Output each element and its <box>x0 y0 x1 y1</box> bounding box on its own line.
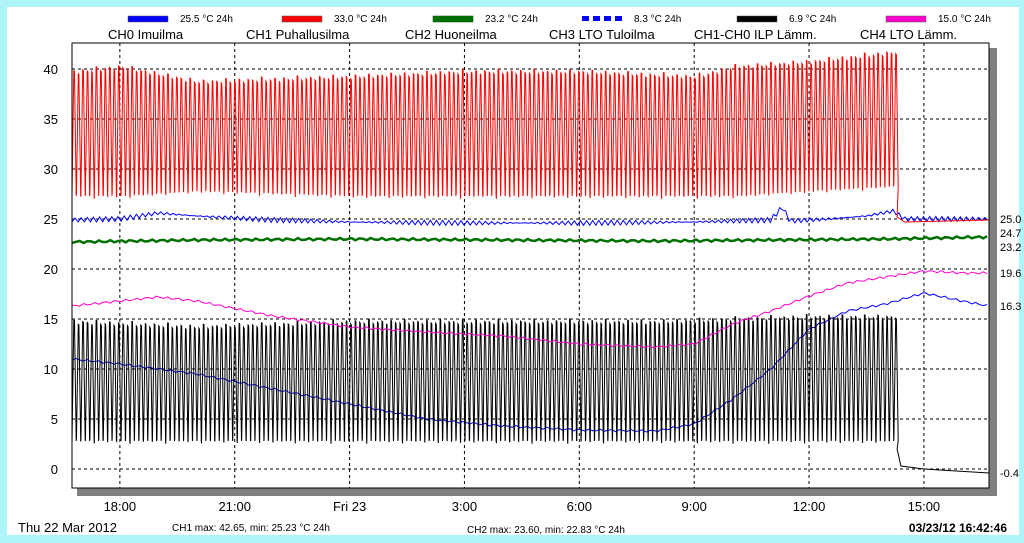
legend-swatch-3 <box>604 16 611 21</box>
y-tick-label: 15 <box>44 312 58 327</box>
series-line-1 <box>71 51 990 223</box>
legend-name-5: CH4 LTO Lämm. <box>860 27 957 42</box>
legend-swatch-3 <box>582 16 589 21</box>
plot-shadow-bottom <box>77 488 997 496</box>
x-tick-label: 15:00 <box>908 499 941 514</box>
legend-value-5: 15.0 °C 24h <box>938 14 991 25</box>
series-line-4 <box>71 314 990 474</box>
y-tick-label: 30 <box>44 162 58 177</box>
footer-timestamp: 03/23/12 16:42:46 <box>909 521 1007 535</box>
right-value-label: -0.4 <box>1000 468 1019 480</box>
legend-name-1: CH1 Puhallusilma <box>246 27 350 42</box>
y-tick-label: 20 <box>44 262 58 277</box>
right-value-label: 24.7 <box>1000 228 1021 240</box>
legend-swatch-1 <box>281 15 323 23</box>
x-tick-label: 18:00 <box>104 499 137 514</box>
legend-swatch-5 <box>885 15 927 23</box>
legend-name-0: CH0 Imuilma <box>108 27 184 42</box>
legend-value-1: 33.0 °C 24h <box>334 14 387 25</box>
right-value-label: 16.3 <box>1000 301 1021 313</box>
legend-value-4: 6.9 °C 24h <box>789 14 836 25</box>
plot-area-border <box>71 42 990 489</box>
legend-name-3: CH3 LTO Tuloilma <box>549 27 655 42</box>
y-tick-label: 5 <box>51 412 58 427</box>
legend-swatch-3 <box>593 16 600 21</box>
series-line-5 <box>71 269 988 349</box>
y-tick-label: 35 <box>44 112 58 127</box>
y-tick-label: 10 <box>44 362 58 377</box>
legend-swatch-0 <box>127 15 169 23</box>
x-tick-label: 3:00 <box>452 499 477 514</box>
y-tick-label: 25 <box>44 212 58 227</box>
legend-swatch-4 <box>736 15 778 23</box>
legend-value-0: 25.5 °C 24h <box>180 14 233 25</box>
footer-date: Thu 22 Mar 2012 <box>18 520 117 535</box>
right-value-label: 25.0 <box>1000 214 1021 226</box>
y-tick-label: 40 <box>44 62 58 77</box>
legend-value-2: 23.2 °C 24h <box>485 14 538 25</box>
right-value-label: 23.2 <box>1000 242 1021 254</box>
legend-value-3: 8.3 °C 24h <box>634 14 681 25</box>
legend-swatch-2 <box>432 15 474 23</box>
footer-ch2-stats: CH2 max: 23.60, min: 22.83 °C 24h <box>467 525 625 536</box>
legend-swatch-3 <box>615 16 622 21</box>
x-tick-label: Fri 23 <box>333 499 366 514</box>
footer-ch1-stats: CH1 max: 42.65, min: 25.23 °C 24h <box>172 523 330 534</box>
x-tick-label: 9:00 <box>682 499 707 514</box>
series-line-2 <box>71 234 988 245</box>
x-tick-label: 6:00 <box>567 499 592 514</box>
right-value-label: 19.6 <box>1000 268 1021 280</box>
plot-shadow-right <box>989 48 997 496</box>
series-line-0 <box>71 206 989 227</box>
x-tick-label: 21:00 <box>218 499 251 514</box>
legend-name-2: CH2 Huoneilma <box>405 27 498 42</box>
x-tick-label: 12:00 <box>793 499 826 514</box>
legend-name-4: CH1-CH0 ILP Lämm. <box>694 27 817 42</box>
y-tick-label: 0 <box>51 462 58 477</box>
